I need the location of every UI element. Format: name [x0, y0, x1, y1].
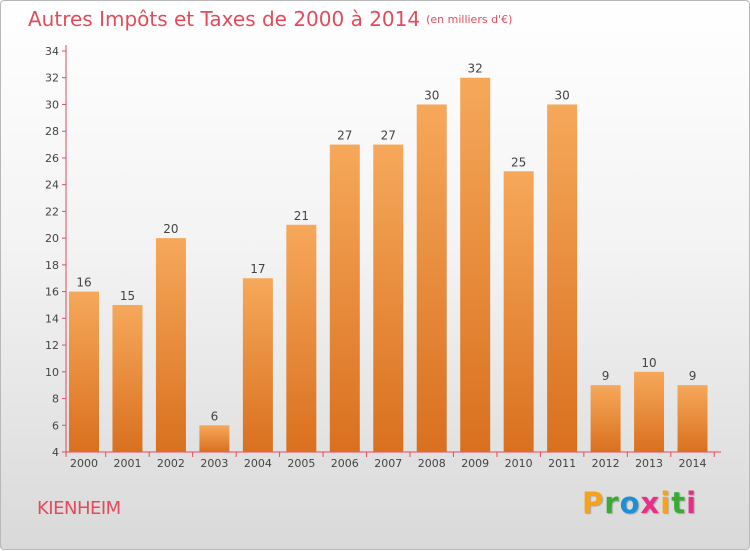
bar-2002 — [155, 238, 186, 452]
y-tick-label: 34 — [45, 45, 59, 58]
data-label-2009: 32 — [468, 62, 483, 76]
x-tick-label-2013: 2013 — [635, 457, 663, 470]
data-label-2004: 17 — [250, 262, 265, 276]
data-label-2000: 16 — [76, 276, 91, 290]
bar-2006 — [329, 144, 360, 453]
logo-letter: i — [686, 486, 698, 520]
data-label-2003: 6 — [211, 409, 219, 423]
y-tick-label: 32 — [45, 72, 59, 85]
data-label-2013: 10 — [641, 356, 656, 370]
bar-2014 — [677, 385, 708, 452]
bar-2004 — [242, 278, 273, 452]
logo-letter: P — [582, 486, 605, 520]
data-label-2001: 15 — [120, 289, 135, 303]
bar-2010 — [503, 171, 534, 453]
location-name: KIENHEIM — [37, 498, 121, 519]
data-label-2005: 21 — [294, 209, 309, 223]
bar-2000 — [69, 291, 99, 452]
y-tick-label: 30 — [45, 98, 59, 111]
bar-2003 — [199, 425, 230, 452]
y-tick-label: 4 — [52, 446, 59, 459]
data-labels: 16 15 20 6 17 21 27 27 30 32 25 30 9 10 9 — [76, 62, 696, 424]
data-label-2011: 30 — [554, 88, 569, 102]
data-label-2007: 27 — [381, 129, 396, 143]
x-tick-label-2006: 2006 — [331, 457, 359, 470]
bar-2009 — [460, 77, 491, 452]
chart-title: Autres Impôts et Taxes de 2000 à 2014 (en… — [28, 7, 512, 31]
y-tick-label: 8 — [52, 393, 59, 406]
y-tick-label: 14 — [45, 312, 59, 325]
x-tick-label-2001: 2001 — [113, 457, 141, 470]
x-tick-label-2012: 2012 — [592, 457, 620, 470]
logo-letter: r — [604, 486, 620, 520]
proxiti-logo: Proxiti — [582, 486, 697, 520]
data-label-2002: 20 — [163, 222, 178, 236]
bar-2005 — [286, 224, 317, 452]
y-tick-label: 18 — [45, 259, 59, 272]
logo-letter: o — [619, 486, 641, 520]
data-label-2010: 25 — [511, 155, 526, 169]
y-axis: 4 6 8 10 12 14 16 18 20 22 24 26 28 30 32 34 — [45, 45, 67, 459]
bar-2007 — [373, 144, 404, 453]
data-label-2014: 9 — [689, 369, 697, 383]
bar-2013 — [634, 371, 665, 452]
chart-subtitle: (en milliers d'€) — [426, 13, 513, 26]
x-tick-label-2007: 2007 — [374, 457, 402, 470]
x-tick-label-2000: 2000 — [70, 457, 98, 470]
data-label-2006: 27 — [337, 129, 352, 143]
title-text: Autres Impôts et Taxes de 2000 à 2014 — [28, 7, 421, 31]
x-tick-label-2014: 2014 — [679, 457, 707, 470]
x-tick-label-2004: 2004 — [244, 457, 272, 470]
y-tick-label: 16 — [45, 286, 59, 299]
x-tick-label-2002: 2002 — [157, 457, 185, 470]
logo-letter: t — [671, 486, 687, 520]
bar-2011 — [547, 104, 578, 452]
x-tick-label-2009: 2009 — [461, 457, 489, 470]
y-tick-label: 22 — [45, 205, 59, 218]
data-label-2012: 9 — [602, 369, 610, 383]
bar-2001 — [112, 304, 143, 452]
logo-letter: i — [660, 486, 672, 520]
y-tick-label: 10 — [45, 366, 59, 379]
y-tick-label: 20 — [45, 232, 59, 245]
bars — [69, 77, 708, 453]
x-axis: 2000 2001 2002 2003 2004 2005 2006 2007 2008 2009… — [65, 451, 721, 470]
y-tick-label: 24 — [45, 179, 59, 192]
x-tick-label-2008: 2008 — [418, 457, 446, 470]
x-tick-label-2011: 2011 — [548, 457, 576, 470]
y-tick-label: 28 — [45, 125, 59, 138]
y-tick-label: 12 — [45, 339, 59, 352]
y-tick-label: 26 — [45, 152, 59, 165]
x-tick-label-2010: 2010 — [505, 457, 533, 470]
x-tick-label-2005: 2005 — [287, 457, 315, 470]
x-tick-label-2003: 2003 — [200, 457, 228, 470]
bar-2012 — [590, 385, 621, 452]
data-label-2008: 30 — [424, 88, 439, 102]
y-tick-label: 6 — [52, 419, 59, 432]
logo-letter: x — [640, 486, 661, 520]
bar-2008 — [416, 104, 447, 452]
